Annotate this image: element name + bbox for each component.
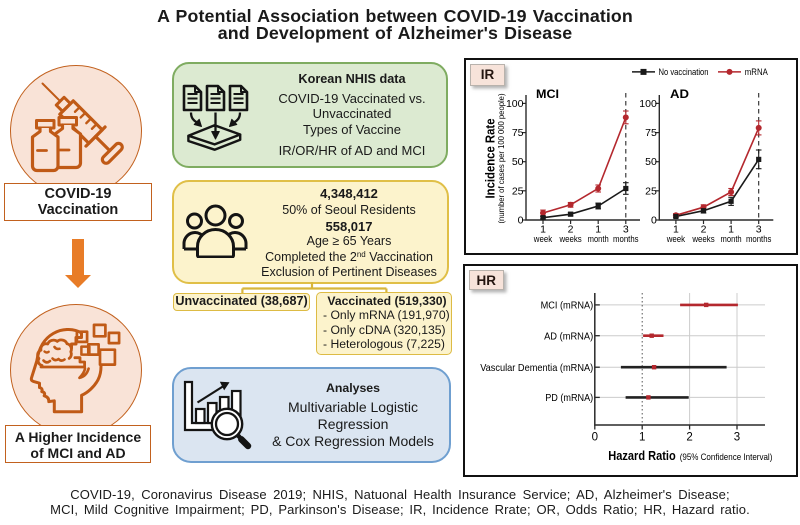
svg-text:weeks: weeks: [692, 234, 715, 244]
svg-text:Incidence Rate: Incidence Rate: [484, 118, 498, 198]
svg-text:1: 1: [673, 224, 679, 236]
svg-text:AD (mRNA): AD (mRNA): [544, 331, 593, 342]
svg-text:3: 3: [734, 432, 740, 444]
svg-text:75: 75: [512, 127, 524, 139]
svg-text:Vascular Dementia (mRNA): Vascular Dementia (mRNA): [480, 363, 593, 374]
svg-text:MCI (mRNA): MCI (mRNA): [541, 301, 594, 312]
svg-text:weeks: weeks: [559, 234, 582, 244]
svg-text:3: 3: [756, 224, 762, 236]
svg-text:week: week: [533, 234, 553, 244]
svg-text:0: 0: [592, 432, 598, 444]
svg-text:0: 0: [651, 215, 657, 227]
svg-text:mRNA: mRNA: [745, 67, 769, 77]
svg-text:0: 0: [518, 215, 524, 227]
svg-text:50: 50: [645, 156, 657, 168]
svg-text:100: 100: [639, 98, 657, 110]
svg-text:1: 1: [728, 224, 734, 236]
svg-text:1: 1: [540, 224, 546, 236]
svg-text:2: 2: [686, 432, 692, 444]
svg-text:75: 75: [645, 127, 657, 139]
svg-text:1: 1: [595, 224, 601, 236]
svg-text:(number of cases per 100 000 p: (number of cases per 100 000 people): [497, 93, 506, 223]
svg-text:1: 1: [639, 432, 645, 444]
svg-text:month: month: [588, 234, 609, 244]
svg-text:Hazard Ratio(95% Confidence In: Hazard Ratio (95% Confidence Interval): [608, 448, 772, 463]
svg-text:PD (mRNA): PD (mRNA): [545, 393, 593, 404]
svg-text:50: 50: [512, 156, 524, 168]
svg-text:2: 2: [568, 224, 574, 236]
svg-text:months: months: [746, 234, 772, 244]
svg-text:month: month: [721, 234, 742, 244]
svg-text:3: 3: [623, 224, 629, 236]
svg-text:MCI: MCI: [536, 87, 559, 101]
svg-text:100: 100: [506, 98, 524, 110]
svg-text:No vaccination: No vaccination: [659, 67, 709, 77]
svg-text:25: 25: [512, 185, 524, 197]
svg-text:2: 2: [701, 224, 707, 236]
svg-text:week: week: [666, 234, 686, 244]
svg-text:AD: AD: [670, 87, 689, 101]
svg-text:months: months: [613, 234, 639, 244]
svg-text:25: 25: [645, 185, 657, 197]
